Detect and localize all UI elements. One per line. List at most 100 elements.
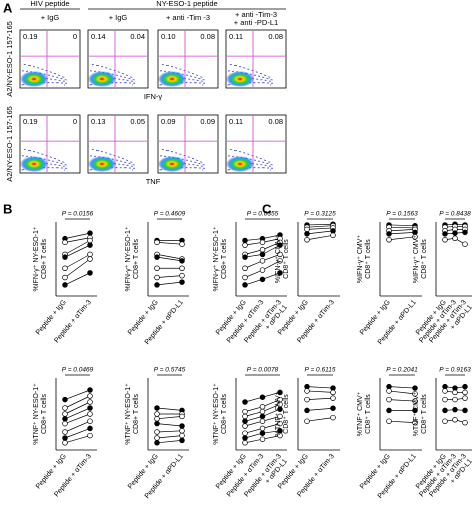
event-dot bbox=[204, 167, 205, 169]
event-dot bbox=[23, 148, 25, 150]
event-dot bbox=[240, 151, 241, 153]
event-dot bbox=[260, 158, 261, 159]
event-dot bbox=[26, 70, 28, 72]
donor-point bbox=[412, 398, 418, 404]
event-dot bbox=[266, 77, 268, 79]
event-dot bbox=[94, 155, 96, 157]
event-dot bbox=[55, 167, 57, 169]
event-dot bbox=[179, 68, 181, 70]
pair-line bbox=[306, 230, 334, 235]
donor-point bbox=[277, 389, 283, 396]
event-dot bbox=[133, 164, 135, 166]
pair-line bbox=[262, 242, 281, 251]
event-dot bbox=[22, 84, 24, 86]
event-dot bbox=[61, 78, 63, 80]
event-dot bbox=[247, 153, 249, 155]
event-dot bbox=[123, 167, 125, 169]
event-dot bbox=[120, 160, 122, 162]
event-dot bbox=[244, 152, 246, 154]
event-dot bbox=[267, 82, 269, 84]
event-dot bbox=[196, 74, 198, 76]
event-dot bbox=[266, 82, 268, 84]
event-dot bbox=[97, 65, 99, 67]
event-dot bbox=[191, 75, 192, 77]
event-dot bbox=[201, 165, 203, 167]
pair-line bbox=[156, 281, 183, 286]
event-dot bbox=[120, 82, 122, 84]
event-dot bbox=[52, 82, 54, 84]
event-dot bbox=[270, 84, 272, 86]
donor-point bbox=[154, 411, 160, 417]
event-dot bbox=[65, 79, 67, 81]
event-dot bbox=[21, 84, 23, 86]
event-dot bbox=[160, 70, 162, 72]
event-dot bbox=[255, 71, 257, 73]
event-dot bbox=[257, 163, 259, 165]
y-axis-label: %TNF⁺ CMV⁺ bbox=[275, 391, 282, 436]
event-dot bbox=[185, 167, 187, 169]
y-axis-label: CD8+ T cells bbox=[41, 394, 48, 435]
y-axis-label: CD8+ T cells bbox=[221, 239, 228, 280]
event-dot bbox=[125, 82, 127, 84]
y-axis-label: CD8+ T cells bbox=[133, 394, 140, 435]
event-dot bbox=[27, 70, 29, 72]
event-dot bbox=[239, 66, 241, 68]
donor-point bbox=[442, 407, 448, 414]
event-dot bbox=[190, 167, 192, 169]
donor-point bbox=[259, 436, 266, 442]
event-dot bbox=[97, 150, 99, 152]
event-dot bbox=[202, 84, 204, 86]
event-dot bbox=[101, 151, 103, 153]
event-dot bbox=[228, 155, 229, 157]
event-dot bbox=[42, 68, 44, 70]
event-dot bbox=[127, 75, 129, 76]
donor-point bbox=[277, 406, 283, 412]
pair-line bbox=[156, 256, 183, 262]
donor-point bbox=[304, 407, 310, 414]
pair-line bbox=[306, 227, 334, 230]
event-dot bbox=[115, 167, 117, 169]
event-dot bbox=[29, 150, 31, 152]
donor-point bbox=[462, 383, 468, 390]
event-dot bbox=[110, 68, 112, 70]
donor-point bbox=[259, 276, 266, 283]
event-dot bbox=[94, 70, 96, 72]
donor-point bbox=[179, 413, 185, 420]
event-dot bbox=[126, 79, 128, 81]
event-dot bbox=[239, 151, 241, 153]
donor-point bbox=[242, 435, 248, 441]
event-dot bbox=[201, 80, 203, 82]
p-value: P = 0.1563 bbox=[386, 211, 418, 218]
event-dot bbox=[191, 160, 192, 162]
event-dot bbox=[57, 161, 59, 163]
event-dot bbox=[123, 164, 125, 166]
event-dot bbox=[255, 156, 257, 158]
event-dot bbox=[28, 65, 30, 66]
event-dot bbox=[165, 155, 167, 157]
event-dot bbox=[95, 70, 97, 72]
pair-line bbox=[262, 435, 281, 440]
event-dot bbox=[162, 149, 164, 150]
event-dot bbox=[121, 160, 122, 162]
pair-line bbox=[262, 416, 281, 422]
pair-line bbox=[306, 390, 334, 393]
event-dot bbox=[165, 70, 167, 72]
event-dot bbox=[190, 82, 192, 84]
event-dot bbox=[45, 70, 47, 71]
event-dot bbox=[60, 82, 62, 84]
density-blob bbox=[88, 156, 116, 172]
donor-point bbox=[386, 407, 392, 414]
event-dot bbox=[202, 164, 204, 166]
event-dot bbox=[263, 161, 265, 163]
event-dot bbox=[196, 164, 198, 166]
event-dot bbox=[121, 75, 122, 77]
event-dot bbox=[47, 82, 49, 84]
event-dot bbox=[189, 163, 191, 165]
pair-line bbox=[244, 254, 263, 258]
event-dot bbox=[228, 155, 230, 157]
donor-point bbox=[154, 265, 160, 272]
pair-line bbox=[262, 254, 281, 262]
donor-point bbox=[87, 242, 93, 248]
pair-line bbox=[388, 236, 416, 241]
event-dot bbox=[263, 167, 265, 169]
